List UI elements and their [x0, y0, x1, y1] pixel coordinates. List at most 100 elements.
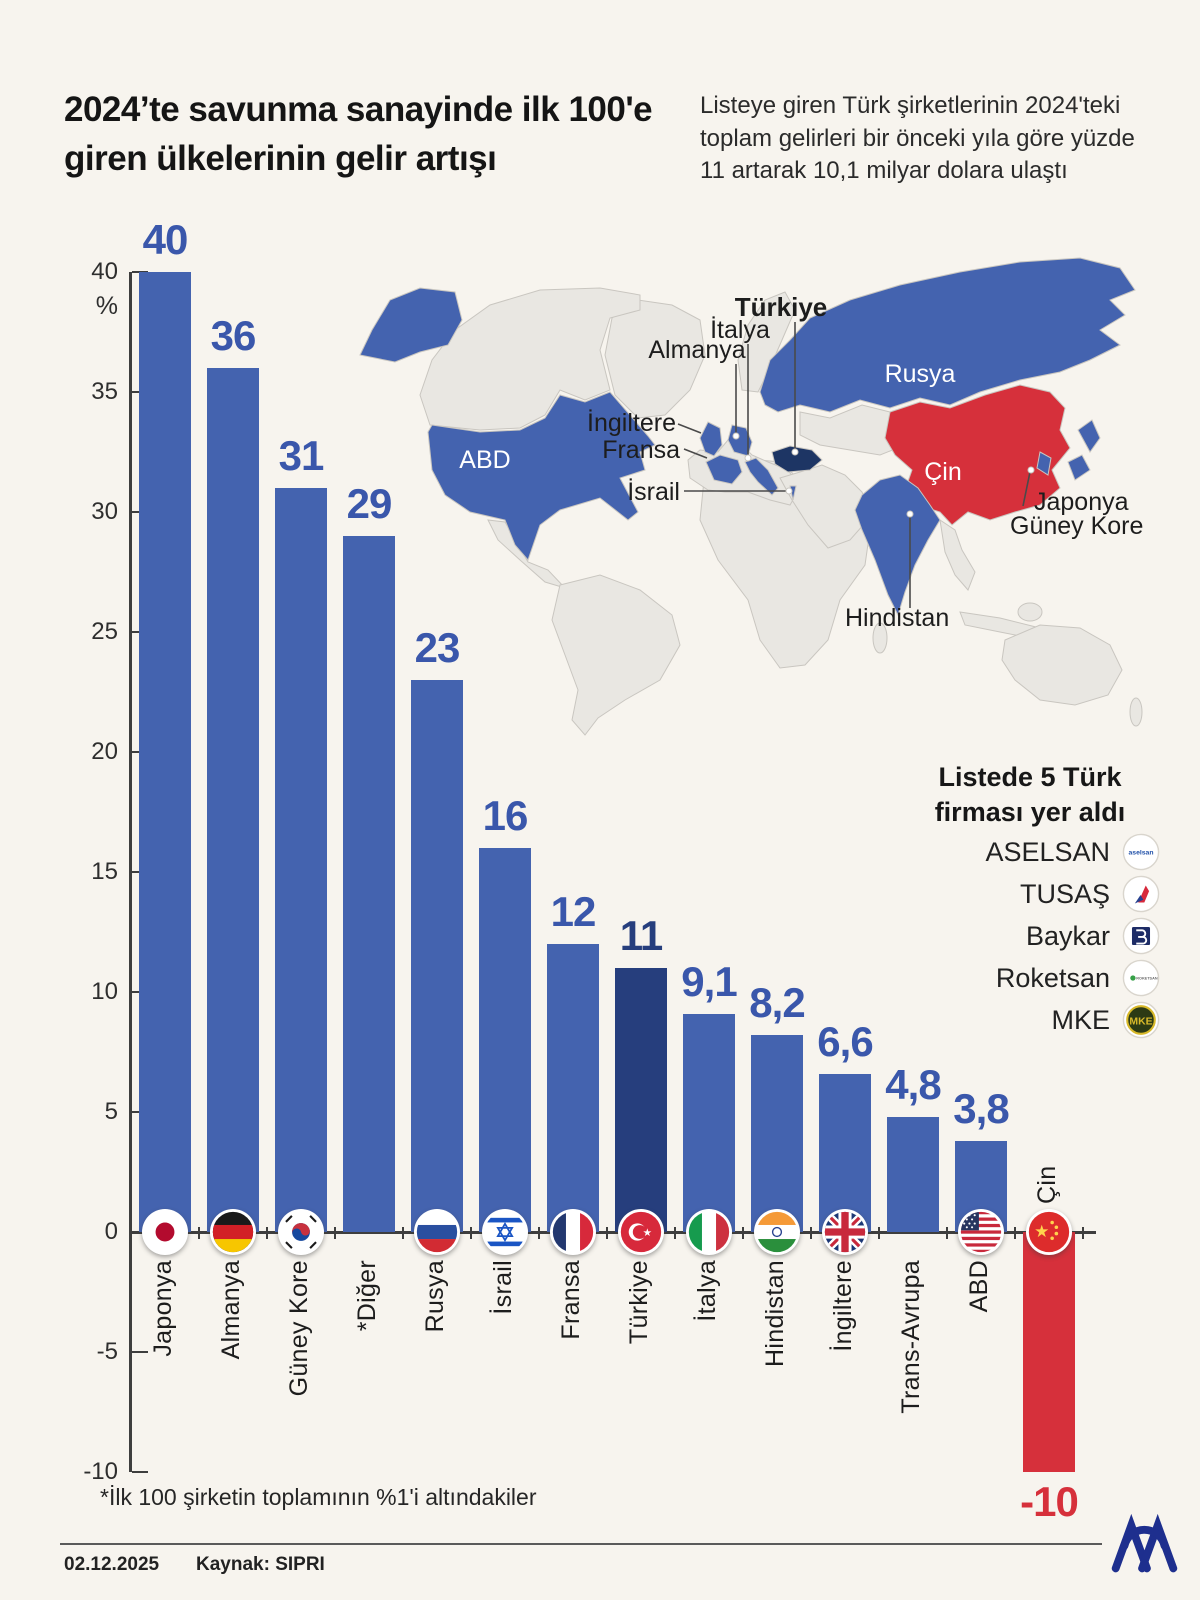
map-country-india	[854, 474, 941, 617]
y-axis-unit: %	[95, 292, 118, 320]
map-country-usa	[427, 391, 656, 561]
map-shape-greenland	[604, 299, 706, 419]
company-name: ASELSAN	[985, 836, 1110, 867]
x-tick-mark	[809, 1227, 813, 1239]
map-shape-indochina	[939, 518, 976, 591]
svg-text:ROKETSAN: ROKETSAN	[1136, 977, 1158, 981]
bar-value-label: 16	[482, 792, 529, 839]
y-tick-label: -10	[83, 1458, 118, 1485]
uk-flag-icon	[822, 1209, 868, 1255]
bar-value-label: 36	[210, 312, 257, 359]
bar-almanya	[207, 368, 259, 1232]
x-tick-mark	[537, 1227, 541, 1239]
x-category-label: Rusya	[421, 1260, 449, 1333]
x-axis-line	[130, 1231, 1096, 1234]
company-name: TUSAŞ	[1019, 878, 1110, 909]
bar-i-srail	[479, 848, 531, 1232]
map-country-france	[705, 454, 743, 485]
map-label-ingiltere: İngiltere	[587, 409, 676, 437]
map-connector-lines	[677, 322, 1035, 608]
map-landmasses	[419, 287, 1143, 736]
bar-hindistan	[751, 1035, 803, 1232]
x-category-label: Hindistan	[761, 1260, 789, 1367]
y-tick-label: 35	[91, 378, 118, 405]
map-label-hindistan: Hindistan	[845, 604, 950, 632]
x-tick-mark	[1081, 1227, 1085, 1239]
map-country-south-korea	[1036, 451, 1052, 476]
x-tick-mark	[741, 1227, 745, 1239]
y-tick-mark	[132, 1350, 148, 1353]
map-country-japan-1	[1077, 419, 1101, 453]
x-tick-mark	[945, 1227, 949, 1239]
bar-rusya	[411, 680, 463, 1232]
bar-fransa	[547, 944, 599, 1232]
aselsan-logo-icon: aselsan	[1122, 833, 1160, 871]
x-category-label: ABD	[965, 1260, 993, 1313]
svg-text:MKE: MKE	[1129, 1016, 1152, 1027]
italy-flag-icon	[686, 1209, 732, 1255]
world-map	[359, 257, 1143, 736]
china-flag-icon: ★	[1026, 1209, 1072, 1255]
bar-value-label: 40	[142, 216, 189, 263]
bar-value-label: 12	[550, 888, 597, 935]
x-tick-mark	[265, 1227, 269, 1239]
map-label-abd: ABD	[459, 446, 511, 474]
x-category-label: İtalya	[693, 1260, 721, 1322]
x-category-label: Almanya	[217, 1260, 245, 1360]
x-category-label: İngiltere	[829, 1260, 857, 1352]
bar-value-label: -10	[1020, 1478, 1079, 1525]
india-flag-icon	[754, 1209, 800, 1255]
svg-text:★: ★	[643, 1227, 653, 1239]
map-shape-madagascar	[872, 622, 888, 654]
y-tick-label: 0	[104, 1218, 118, 1245]
footer-date: 02.12.2025	[64, 1554, 160, 1575]
bar-i-ngiltere	[819, 1073, 871, 1232]
turkey-flag-icon: ★	[618, 1209, 664, 1255]
map-label-rusya: Rusya	[884, 360, 956, 388]
y-tick-label: -5	[96, 1338, 118, 1365]
y-tick-label: 15	[91, 858, 118, 885]
bar-value-label: 6,6	[817, 1017, 873, 1065]
x-tick-mark	[1013, 1227, 1017, 1239]
bar-value-label: 23	[414, 624, 461, 671]
map-shape-new-zealand	[1129, 697, 1143, 727]
x-tick-mark	[129, 1227, 133, 1239]
x-tick-mark	[673, 1227, 677, 1239]
map-country-japan-2	[1067, 454, 1091, 481]
y-tick-label: 20	[91, 738, 118, 765]
map-label-guney-kore: Güney Kore	[1010, 512, 1144, 540]
x-tick-mark	[333, 1227, 337, 1239]
map-country-turkey	[771, 445, 823, 473]
map-label-turkiye: Türkiye	[734, 292, 828, 322]
tusas-logo-icon	[1122, 875, 1160, 913]
baykar-logo-icon	[1122, 917, 1160, 955]
bar-value-label: 11	[619, 912, 663, 959]
legend-item-aselsan: ASELSAN aselsan	[900, 832, 1160, 872]
x-tick-mark	[877, 1227, 881, 1239]
legend-item-mke: MKE MKE	[900, 1000, 1160, 1040]
turkish-companies-legend: Listede 5 Türk firması yer aldı ASELSAN a…	[900, 760, 1160, 1040]
legend-title: Listede 5 Türk firması yer aldı	[900, 760, 1160, 830]
x-tick-mark	[469, 1227, 473, 1239]
legend-item-roketsan: Roketsan ROKETSAN	[900, 958, 1160, 998]
legend-rows: ASELSAN aselsan TUSAŞ Baykar Roketsan ROKETSA…	[900, 832, 1160, 1040]
bar-value-label: 29	[346, 480, 393, 527]
japan-flag-icon	[142, 1209, 188, 1255]
bar-value-label: 4,8	[885, 1060, 941, 1108]
map-shape-australia	[1001, 624, 1123, 706]
company-name: MKE	[1051, 1004, 1110, 1035]
x-tick-mark	[197, 1227, 201, 1239]
mke-logo-icon: MKE	[1122, 1001, 1160, 1039]
x-tick-mark	[401, 1227, 405, 1239]
bar--in	[1023, 1232, 1075, 1472]
south-korea-flag-icon	[278, 1209, 324, 1255]
map-label-italya: İtalya	[710, 316, 770, 344]
y-axis-line	[129, 272, 132, 1472]
svg-text:★: ★	[1034, 1222, 1049, 1241]
legend-item-tusas: TUSAŞ	[900, 874, 1160, 914]
roketsan-logo-icon: ROKETSAN	[1122, 959, 1160, 997]
legend-title-line1: Listede 5 Türk	[938, 762, 1122, 792]
bar-t-rkiye	[615, 968, 667, 1232]
germany-flag-icon	[210, 1209, 256, 1255]
